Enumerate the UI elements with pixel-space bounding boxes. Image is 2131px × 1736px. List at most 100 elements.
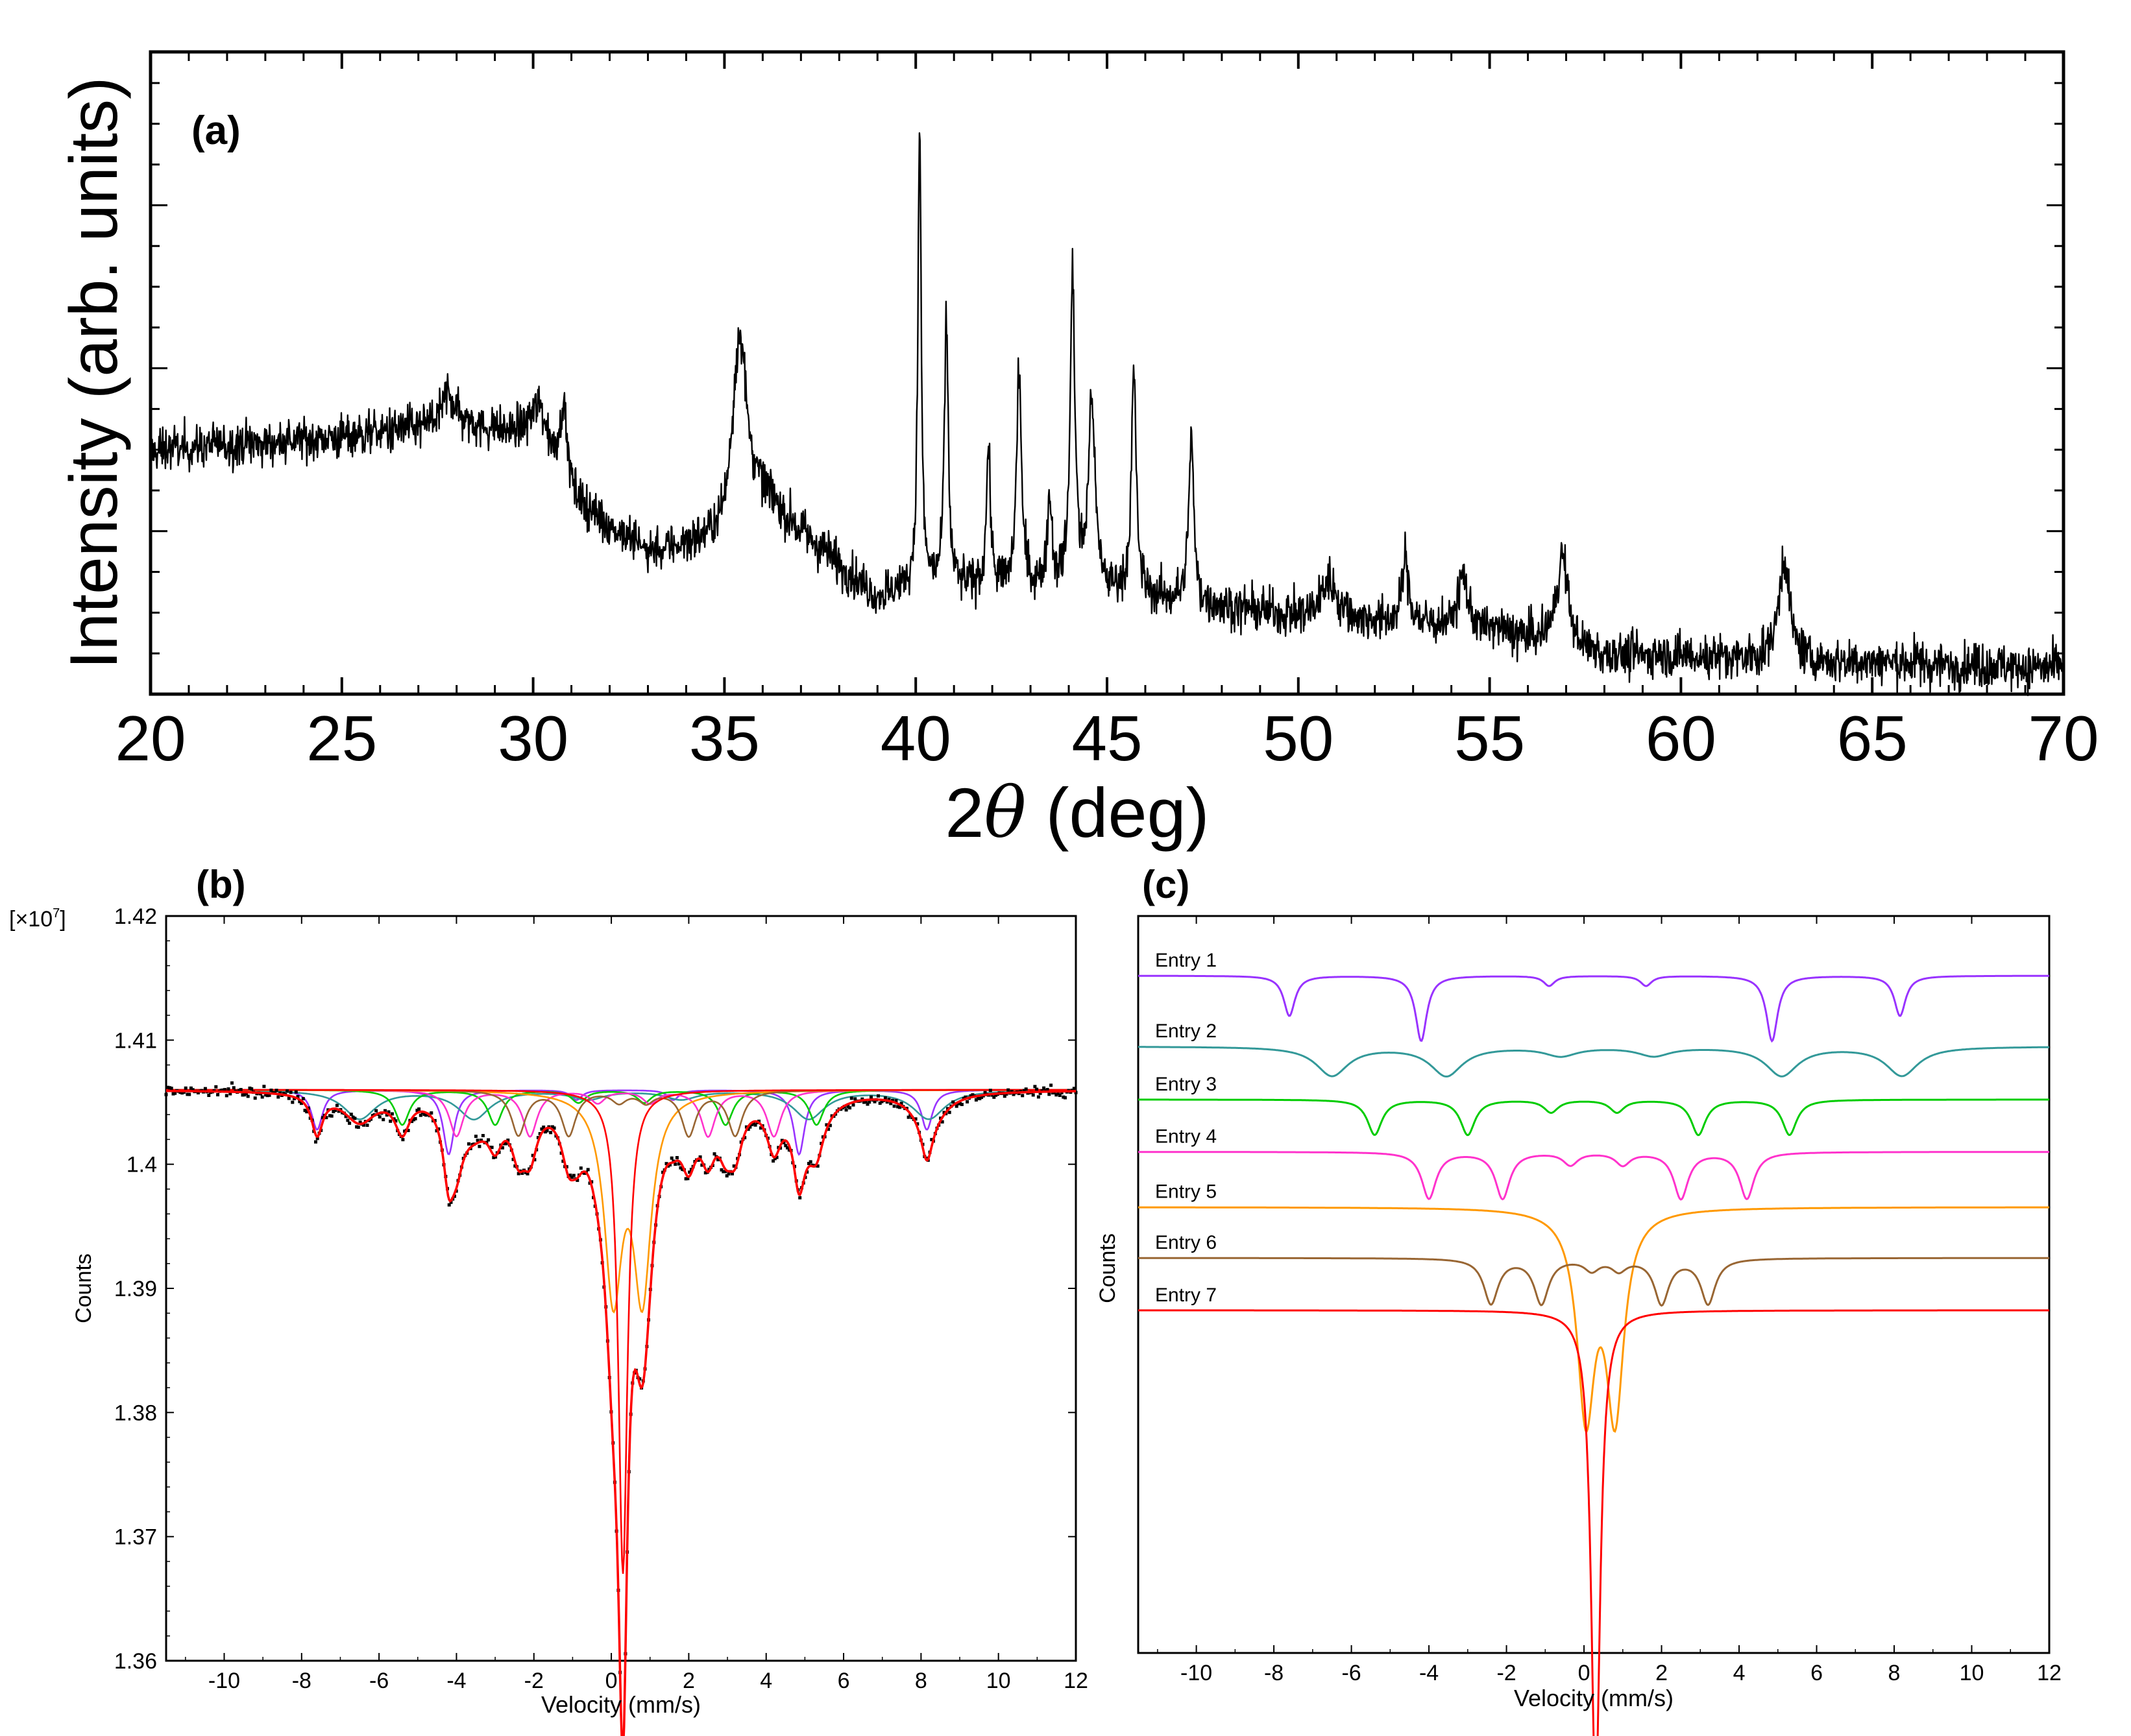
- b-x-tick-label: 2: [683, 1669, 695, 1693]
- panel-a-tick-labels: 20 25 30 35 40 45 50 55 60 65 70: [115, 703, 2099, 774]
- panel-b-data-points: [164, 1081, 1078, 1674]
- b-data-point: [1056, 1092, 1060, 1095]
- b-data-point: [552, 1126, 556, 1130]
- b-data-point: [225, 1094, 228, 1098]
- b-data-point: [807, 1162, 810, 1165]
- c-x-tick-label: 2: [1655, 1661, 1668, 1685]
- b-data-point: [419, 1113, 422, 1117]
- b-y-tick-label: 1.37: [114, 1525, 157, 1550]
- b-data-point: [878, 1102, 882, 1105]
- b-data-point: [887, 1098, 891, 1102]
- b-data-point: [940, 1120, 944, 1124]
- b-data-point: [1033, 1085, 1037, 1089]
- xrd-pattern-line: [149, 132, 2065, 697]
- b-data-point: [1047, 1092, 1051, 1096]
- b-data-point: [274, 1089, 278, 1092]
- b-data-point: [166, 1085, 170, 1089]
- b-data-point: [731, 1172, 734, 1175]
- b-data-point: [674, 1163, 677, 1166]
- b-data-point: [513, 1164, 517, 1168]
- b-data-point: [328, 1114, 332, 1118]
- b-data-point: [916, 1122, 919, 1126]
- b-data-point: [586, 1168, 590, 1172]
- c-entry-label: Entry 4: [1155, 1126, 1217, 1148]
- b-data-point: [492, 1155, 496, 1159]
- b-data-point: [725, 1174, 729, 1177]
- b-data-point: [890, 1098, 894, 1102]
- panel-b-label: (b): [196, 863, 246, 906]
- b-data-point: [502, 1142, 506, 1146]
- b-data-point: [401, 1138, 405, 1142]
- b-data-point: [203, 1087, 207, 1091]
- c-x-tick-label: 12: [2037, 1661, 2062, 1685]
- theta-symbol: θ: [984, 773, 1026, 854]
- b-y-tick-label: 1.4: [127, 1153, 157, 1177]
- b-data-point: [447, 1203, 451, 1207]
- b-data-point: [744, 1125, 748, 1129]
- b-data-point: [851, 1103, 855, 1107]
- b-data-point: [470, 1142, 474, 1146]
- a-x-tick-label: 50: [1263, 703, 1333, 774]
- b-data-point: [870, 1095, 873, 1099]
- panel-a-ticks: [149, 52, 2065, 695]
- b-data-point: [703, 1171, 707, 1175]
- b-data-point: [883, 1096, 887, 1100]
- b-data-point: [248, 1086, 252, 1090]
- b-data-point: [786, 1146, 789, 1150]
- b-data-point: [232, 1086, 236, 1090]
- b-x-tick-label: -10: [208, 1669, 240, 1693]
- b-data-point: [216, 1093, 220, 1096]
- b-data-point: [849, 1096, 853, 1100]
- b-data-point: [315, 1137, 319, 1140]
- b-data-point: [686, 1177, 690, 1181]
- b-y-tick-label: 1.42: [114, 904, 157, 929]
- b-data-point: [958, 1102, 962, 1105]
- b-data-point: [1062, 1095, 1066, 1099]
- b-data-point: [417, 1107, 421, 1111]
- b-data-point: [239, 1088, 243, 1092]
- b-data-point: [382, 1118, 385, 1122]
- b-data-point: [862, 1100, 866, 1104]
- b-component-entry-1: [166, 1089, 1076, 1156]
- b-data-point: [289, 1091, 293, 1094]
- b-data-point: [467, 1142, 470, 1146]
- panel-a-frame: [149, 50, 2065, 696]
- b-data-point: [264, 1093, 268, 1097]
- b-x-tick-label: 8: [915, 1669, 927, 1693]
- b-y-tick-label: 1.38: [114, 1401, 157, 1425]
- b-data-point: [390, 1112, 394, 1116]
- b-data-point: [430, 1111, 433, 1115]
- c-component-entry-4: [1138, 1151, 2049, 1201]
- b-data-point: [638, 1377, 642, 1381]
- b-data-point: [191, 1088, 195, 1092]
- b-data-point: [303, 1109, 307, 1113]
- b-data-point: [983, 1091, 987, 1094]
- panel-c-curves: [1138, 974, 2049, 1736]
- b-data-point: [415, 1109, 419, 1113]
- a-x-tick-label: 35: [689, 703, 760, 774]
- b-data-point: [668, 1163, 672, 1167]
- c-x-tick-label: 8: [1888, 1661, 1901, 1685]
- b-data-point: [449, 1200, 453, 1204]
- c-entry-label: Entry 1: [1155, 950, 1217, 971]
- b-data-point: [873, 1100, 877, 1103]
- c-entry-label: Entry 5: [1155, 1181, 1217, 1203]
- b-data-point: [358, 1120, 362, 1124]
- b-data-point: [337, 1109, 341, 1113]
- b-data-point: [531, 1153, 535, 1157]
- b-data-point: [1060, 1091, 1064, 1094]
- b-data-point: [524, 1171, 528, 1174]
- b-data-point: [1045, 1088, 1049, 1091]
- b-data-point: [262, 1085, 266, 1089]
- panel-c-ticks: [1157, 916, 2050, 1653]
- b-data-point: [688, 1170, 692, 1174]
- b-data-point: [1053, 1091, 1056, 1094]
- b-data-point: [406, 1129, 410, 1133]
- b-data-point: [355, 1125, 359, 1129]
- c-x-tick-label: 10: [1960, 1661, 1984, 1685]
- b-x-tick-label: -6: [369, 1669, 389, 1693]
- b-data-point: [988, 1089, 992, 1092]
- b-data-point: [787, 1148, 791, 1152]
- b-data-point: [974, 1098, 978, 1102]
